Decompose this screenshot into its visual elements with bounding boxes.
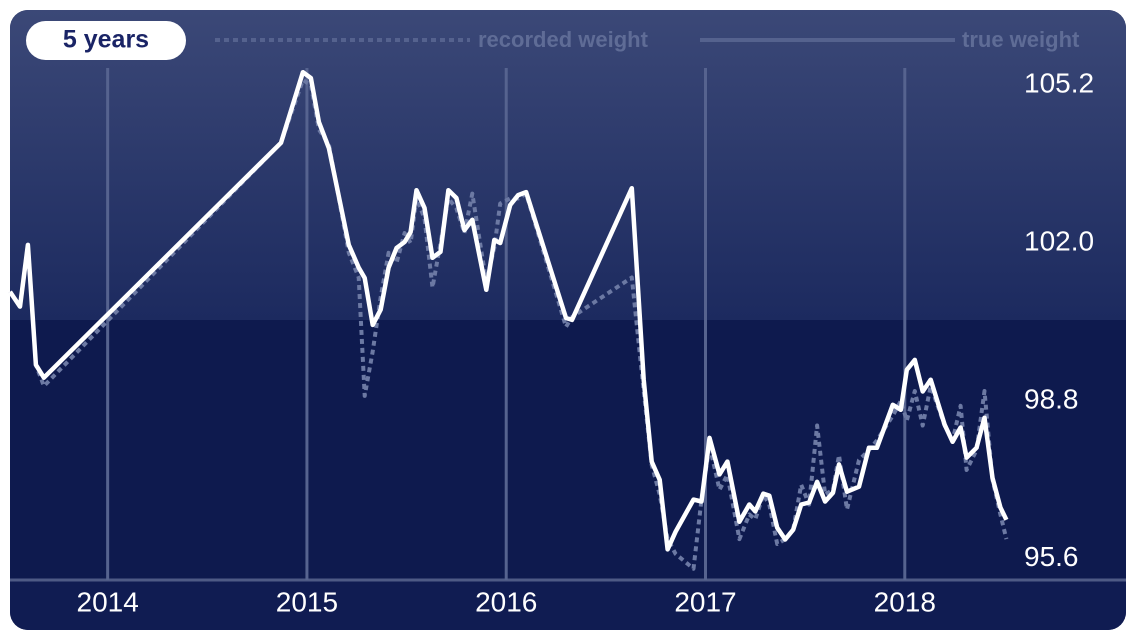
legend: recorded weight true weight	[215, 27, 1080, 52]
axis-band	[10, 581, 1126, 630]
range-button-label[interactable]: 5 years	[63, 26, 149, 54]
lines	[8, 69, 1009, 571]
true-line	[8, 69, 1009, 552]
x-tick-label: 2017	[674, 586, 736, 617]
card	[10, 10, 1126, 630]
recorded-line	[8, 78, 1009, 571]
y-tick-label: 102.0	[1024, 225, 1094, 256]
x-tick-label: 2015	[276, 586, 338, 617]
range-button[interactable]	[26, 21, 186, 60]
labels: 2014 2015 2016 2017 2018 105.2 102.0 98.8 95.6	[77, 67, 1095, 617]
x-tick-label: 2016	[475, 586, 537, 617]
upper-band	[10, 10, 1126, 320]
y-tick-label: 95.6	[1024, 541, 1079, 572]
legend-label: recorded weight	[478, 27, 649, 52]
x-tick-label: 2014	[77, 586, 139, 617]
grid	[106, 68, 907, 580]
legend-label: true weight	[962, 27, 1080, 52]
y-tick-label: 98.8	[1024, 383, 1079, 414]
y-tick-label: 105.2	[1024, 67, 1094, 98]
x-tick-label: 2018	[874, 586, 936, 617]
